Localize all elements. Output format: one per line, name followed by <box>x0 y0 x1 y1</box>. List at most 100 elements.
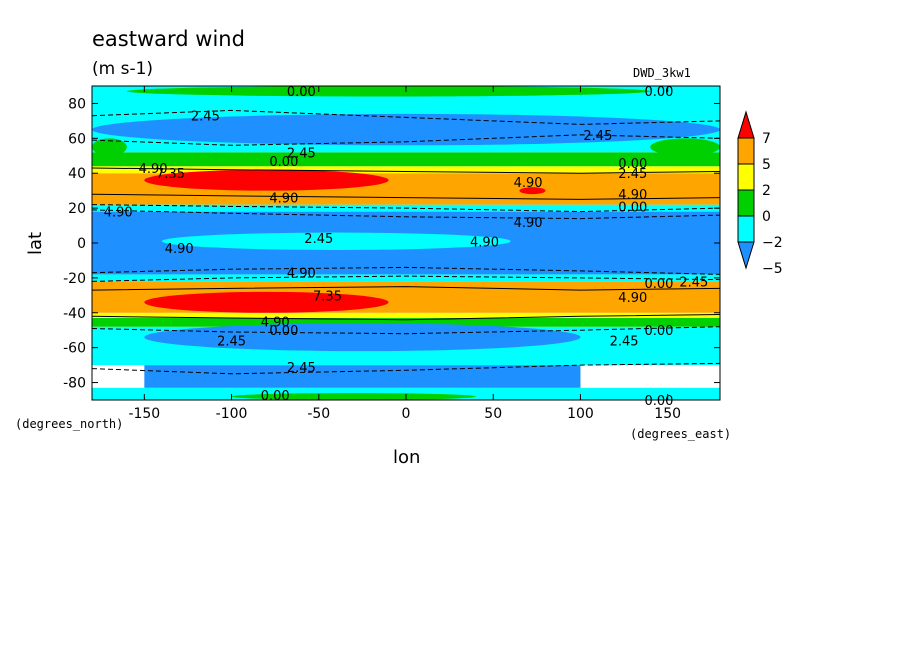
x-tick-label-2: -50 <box>307 406 330 422</box>
dataset-label: DWD_3kw1 <box>633 66 691 80</box>
x-units-label: (degrees_east) <box>630 427 731 441</box>
contour-labels: 0.00 0.002.452.452.450.00 0.004.907.354.90… <box>104 85 709 409</box>
wind-band-4 <box>92 312 720 319</box>
contour-label-1: 0.00 <box>644 85 673 100</box>
contour-solid-0 <box>91 167 721 174</box>
contour-label-25: 0.00 <box>269 324 298 339</box>
contour-dashed-6 <box>91 326 721 335</box>
contour-label-0: 0.00 <box>287 85 316 100</box>
colorbar-tick-label-4: −2 <box>762 235 783 251</box>
colorbar-tick-label-5: −5 <box>762 261 783 277</box>
wind-patch-0 <box>92 113 720 146</box>
contour-label-11: 4.90 <box>269 192 298 207</box>
contour-solid-1 <box>91 193 721 200</box>
contour-label-9: 4.90 <box>514 176 543 191</box>
contour-dashed-2 <box>91 204 721 213</box>
x-tick-label-1: -100 <box>216 406 248 422</box>
contour-label-4: 2.45 <box>287 146 316 161</box>
colorbar-swatch-2 <box>737 163 755 191</box>
colorbar-tick-label-0: 7 <box>762 131 771 147</box>
contour-label-24: 4.90 <box>261 316 290 331</box>
y-tick-label-7: 60 <box>68 131 86 147</box>
y-tick-label-6: 40 <box>68 166 86 182</box>
plot-area <box>91 86 721 400</box>
y-axis-label: lat <box>25 232 46 255</box>
y-tick-label-1: -60 <box>63 341 86 357</box>
contour-label-21: 2.45 <box>679 275 708 290</box>
contour-dashed-1 <box>91 134 721 146</box>
y-tick-label-2: -40 <box>63 306 86 322</box>
x-tick-label-3: 0 <box>402 406 411 422</box>
x-tick-label-0: -150 <box>128 406 160 422</box>
x-axis: -150 -100 -50 0 50 100 150 <box>128 86 681 422</box>
contour-dashed-4 <box>91 266 721 275</box>
contour-label-7: 4.90 <box>139 162 168 177</box>
contour-dashed-5 <box>91 275 721 282</box>
contour-label-16: 2.45 <box>304 232 333 247</box>
wind-band-11 <box>92 152 720 167</box>
x-tick-label-6: 150 <box>654 406 681 422</box>
contour-dashed-0 <box>91 109 721 125</box>
contour-label-28: 2.45 <box>610 335 639 350</box>
contour-label-23: 4.90 <box>618 291 647 306</box>
wind-patch-2 <box>144 169 389 191</box>
colorbar-swatch-4 <box>737 215 755 243</box>
contour-label-30: 0.00 <box>261 389 290 404</box>
chart-title: eastward wind <box>92 27 245 51</box>
wind-patch-4 <box>519 187 546 195</box>
wind-patch-1 <box>144 323 581 352</box>
chart-units: (m s-1) <box>92 59 153 79</box>
colorbar: 7 5 2 0 −2 −5 <box>737 110 783 277</box>
contour-label-19: 4.90 <box>287 267 316 282</box>
contour-label-5: 0.00 <box>269 155 298 170</box>
y-tick-label-8: 80 <box>68 96 86 112</box>
contour-label-13: 0.00 <box>618 200 647 215</box>
y-units-label: (degrees_north) <box>15 417 123 431</box>
contour-label-6: 0.00 <box>618 157 647 172</box>
contour-label-29: 2.45 <box>287 361 316 376</box>
x-tick-label-4: 50 <box>484 406 502 422</box>
colorbar-tick-label-3: 0 <box>762 209 771 225</box>
x-axis-label: lon <box>393 447 420 468</box>
contour-dashed-7 <box>91 362 721 375</box>
y-tick-label-5: 20 <box>68 201 86 217</box>
contour-label-8: 7.35 <box>156 167 185 182</box>
contour-solid-3 <box>91 314 721 321</box>
colorbar-tick-label-1: 5 <box>762 157 771 173</box>
contour-solid-2 <box>91 286 721 291</box>
contour-label-3: 2.45 <box>583 129 612 144</box>
contour-label-2: 2.45 <box>191 110 220 125</box>
contour-label-17: 4.90 <box>470 235 499 250</box>
contour-label-31: 0.00 <box>644 394 673 409</box>
colorbar-swatch-1 <box>737 137 755 165</box>
wind-band-6 <box>92 274 720 282</box>
wind-patch-5 <box>161 232 511 250</box>
wind-patch-6 <box>126 86 651 97</box>
contour-label-18: 4.90 <box>165 242 194 257</box>
y-tick-label-4: 0 <box>77 236 86 252</box>
contour-label-14: 4.90 <box>104 206 133 221</box>
wind-patch-9 <box>650 138 720 156</box>
colorbar-top-arrow <box>737 110 755 139</box>
wind-band-1 <box>144 365 581 388</box>
contour-label-26: 0.00 <box>644 324 673 339</box>
contour-label-10: 2.45 <box>618 167 647 182</box>
wind-patch-8 <box>92 138 127 156</box>
wind-band-3 <box>92 318 720 327</box>
contour-label-22: 7.35 <box>313 289 342 304</box>
contour-label-27: 2.45 <box>217 335 246 350</box>
colorbar-tick-label-2: 2 <box>762 183 771 199</box>
contour-dashed-3 <box>91 209 721 220</box>
colorbar-swatch-3 <box>737 189 755 217</box>
colorbar-bottom-arrow <box>737 241 755 270</box>
wind-patch-7 <box>231 393 476 400</box>
y-tick-label-3: -20 <box>63 271 86 287</box>
contour-label-12: 4.90 <box>618 188 647 203</box>
wind-band-10 <box>92 166 720 174</box>
x-tick-label-5: 100 <box>567 406 594 422</box>
contour-label-15: 4.90 <box>514 216 543 231</box>
contour-label-20: 0.00 <box>644 277 673 292</box>
wind-patch-3 <box>144 291 389 313</box>
y-tick-label-0: -80 <box>63 376 86 392</box>
